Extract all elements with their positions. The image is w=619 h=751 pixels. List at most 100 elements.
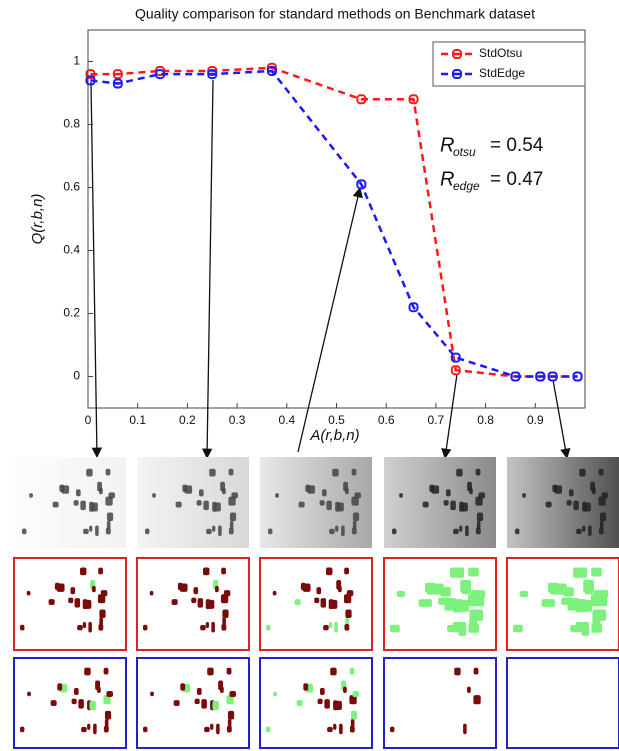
segment <box>303 683 309 691</box>
particle <box>345 487 349 495</box>
segment <box>461 585 471 595</box>
point <box>207 69 218 80</box>
particle <box>475 468 481 476</box>
particle <box>86 468 93 477</box>
particle <box>203 500 209 511</box>
particle <box>196 500 202 506</box>
segment <box>396 590 405 597</box>
particle <box>598 527 604 535</box>
segment <box>91 585 96 593</box>
point <box>535 371 546 382</box>
particle <box>212 525 216 532</box>
segment <box>335 700 342 711</box>
segment <box>104 710 112 720</box>
point <box>408 302 419 313</box>
particle <box>268 528 273 535</box>
particle <box>443 500 449 506</box>
segment <box>317 698 323 705</box>
segment <box>220 594 229 604</box>
point <box>112 78 123 89</box>
segment <box>203 567 210 576</box>
arrow <box>441 373 458 460</box>
thumbnail-otsu <box>259 557 373 651</box>
particle <box>453 528 459 535</box>
particle <box>89 525 93 532</box>
segment <box>440 587 451 597</box>
segment <box>89 700 96 711</box>
segment <box>207 599 215 609</box>
segment <box>563 587 574 597</box>
segment <box>97 594 106 604</box>
segment <box>210 723 214 730</box>
segment <box>567 598 580 611</box>
segment <box>314 597 320 604</box>
segment <box>352 690 359 697</box>
segment <box>226 725 232 733</box>
particle <box>229 520 234 529</box>
point <box>547 371 558 382</box>
particle <box>198 489 204 497</box>
particle <box>461 502 468 512</box>
particle <box>599 512 607 522</box>
series-line <box>90 66 578 378</box>
legend-marker <box>452 49 462 59</box>
segment <box>467 686 471 693</box>
particle <box>599 520 604 529</box>
segment <box>98 567 103 575</box>
segment <box>330 599 338 609</box>
particle <box>445 489 451 497</box>
segment <box>73 687 79 695</box>
x-tick-label: 0 <box>85 413 92 427</box>
segment <box>469 609 484 621</box>
particle <box>332 468 339 477</box>
particle <box>422 501 429 508</box>
arrow <box>552 379 571 460</box>
y-axis-label: Q(r,b,n) <box>29 194 46 245</box>
particle <box>588 525 592 537</box>
particle <box>579 468 586 477</box>
segment <box>591 567 602 577</box>
segment <box>330 667 337 676</box>
particle <box>319 500 325 506</box>
segment <box>48 599 55 605</box>
segment <box>570 625 583 633</box>
particle <box>231 492 238 499</box>
segment <box>513 624 523 633</box>
particle <box>222 487 226 495</box>
segment <box>71 698 77 705</box>
x-tick-label: 0.2 <box>179 413 196 427</box>
segment <box>226 695 234 705</box>
segment <box>473 667 479 675</box>
particle <box>321 489 327 497</box>
particle <box>52 501 59 508</box>
segment <box>458 621 467 636</box>
segment <box>103 695 111 705</box>
particle <box>152 493 156 498</box>
particle <box>576 528 582 535</box>
point <box>155 69 166 80</box>
segment <box>547 582 559 593</box>
particle <box>598 468 604 476</box>
segment <box>296 700 303 707</box>
segment <box>324 699 330 709</box>
x-tick-label: 0.9 <box>527 413 544 427</box>
segment <box>200 625 206 631</box>
segment <box>450 567 465 578</box>
particle <box>469 487 473 495</box>
particle <box>105 468 111 476</box>
segment <box>194 698 200 705</box>
x-tick-label: 0.3 <box>229 413 246 427</box>
segment <box>81 726 87 733</box>
segment <box>333 723 337 730</box>
segment <box>350 710 358 720</box>
segment <box>444 598 457 611</box>
thumbnail-edge <box>506 657 619 749</box>
point <box>85 75 96 86</box>
segment <box>196 687 202 695</box>
x-tick-label: 0.4 <box>278 413 295 427</box>
particle <box>354 492 361 499</box>
segment <box>319 687 325 695</box>
segment <box>343 686 347 693</box>
segment <box>390 726 395 733</box>
particle <box>573 500 579 511</box>
